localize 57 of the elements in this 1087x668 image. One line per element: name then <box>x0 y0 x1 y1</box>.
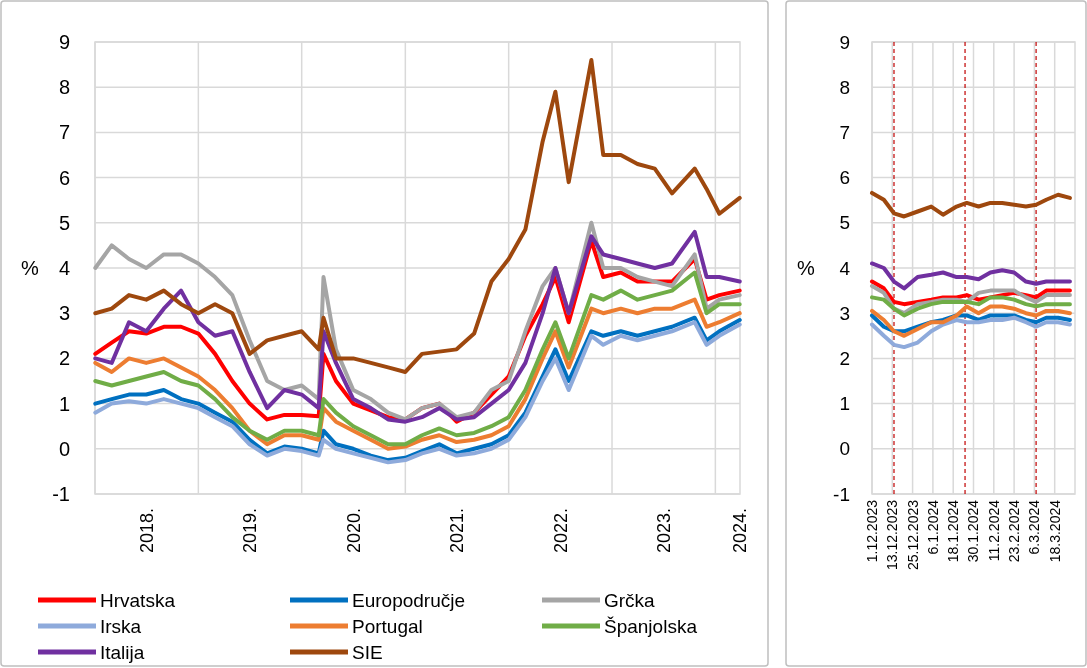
line-series <box>93 58 742 374</box>
legend-label: Irska <box>100 615 142 637</box>
y-tick-label: 6 <box>58 166 70 189</box>
line-series <box>870 261 1072 291</box>
legend-label: Španjolska <box>604 615 698 637</box>
y-tick-label: 9 <box>58 31 70 53</box>
legend-label: SIE <box>352 641 383 663</box>
legend-label: Hrvatska <box>100 589 176 611</box>
x-tick-label: 13.12.2023 <box>884 499 901 571</box>
y-tick-label: 1 <box>58 392 70 415</box>
x-tick-label: 2023. <box>653 508 674 554</box>
x-tick-label: 11.2.2024 <box>985 499 1002 562</box>
y-axis-title: % <box>797 257 816 279</box>
y-tick-label: -1 <box>833 483 850 505</box>
y-tick-label: 4 <box>839 257 851 279</box>
x-tick-label: 2024. <box>730 508 751 554</box>
y-tick-label: 3 <box>839 302 850 324</box>
x-tick-label: 18.1.2024 <box>945 499 962 563</box>
y-tick-label: 0 <box>839 438 850 460</box>
y-tick-label: 1 <box>839 393 850 415</box>
x-tick-label: 6.1.2024 <box>924 499 941 555</box>
line-series <box>870 315 1072 350</box>
y-tick-label: 2 <box>58 347 70 370</box>
legend-label: Portugal <box>352 615 423 637</box>
y-tick-label: 7 <box>58 121 70 144</box>
line-series <box>870 190 1072 219</box>
x-tick-label: 2020. <box>343 508 364 554</box>
x-tick-label: 2021. <box>447 508 468 554</box>
y-tick-label: 3 <box>58 302 70 325</box>
y-tick-label: -1 <box>52 483 70 505</box>
y-tick-label: 7 <box>839 122 850 144</box>
y-tick-label: 6 <box>839 167 850 189</box>
y-tick-label: 5 <box>839 212 850 234</box>
y-tick-label: 0 <box>58 437 70 460</box>
line-series <box>93 297 742 451</box>
legend-label: Italija <box>100 641 145 663</box>
legend-label: Europodručje <box>352 589 466 611</box>
x-tick-label: 1.12.2023 <box>863 499 880 563</box>
x-tick-label: 2022. <box>550 508 571 554</box>
y-tick-label: 8 <box>839 76 850 98</box>
y-tick-label: 2 <box>839 348 850 370</box>
y-tick-label: 8 <box>58 76 70 99</box>
line-series <box>870 304 1072 338</box>
x-tick-label: 2019. <box>240 508 261 554</box>
x-tick-label: 6.3.2024 <box>1026 499 1043 555</box>
legend-label: Grčka <box>604 589 656 611</box>
x-tick-label: 2018. <box>136 508 157 554</box>
x-tick-label: 30.1.2024 <box>965 499 982 563</box>
line-series <box>870 295 1072 318</box>
y-tick-label: 5 <box>58 211 70 234</box>
x-tick-label: 18.3.2024 <box>1046 499 1063 563</box>
y-axis-title: % <box>21 257 40 279</box>
x-tick-label: 23.2.2024 <box>1006 499 1022 563</box>
y-tick-label: 4 <box>58 257 70 279</box>
line-series <box>93 270 742 447</box>
y-tick-label: 9 <box>839 31 850 53</box>
x-tick-label: 25.12.2023 <box>904 499 921 571</box>
